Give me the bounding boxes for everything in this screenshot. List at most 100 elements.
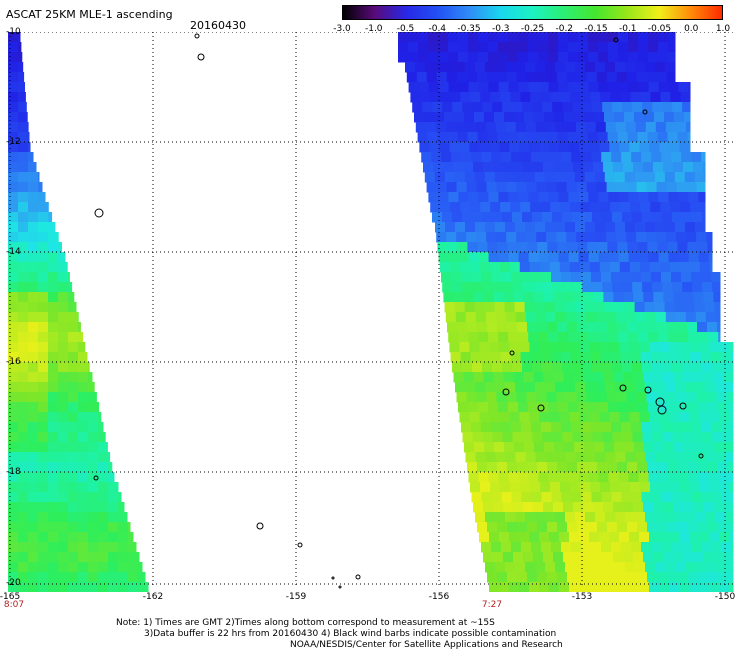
- swath-cell: [469, 412, 480, 423]
- swath-cell: [118, 552, 129, 563]
- swath-cell: [574, 172, 586, 183]
- swath-cell: [640, 352, 652, 363]
- swath-cell: [675, 222, 686, 233]
- swath-cell: [555, 62, 566, 73]
- swath-cell: [548, 472, 559, 483]
- swath-cell: [555, 452, 566, 463]
- swath-cell: [482, 432, 493, 443]
- swath-cell: [538, 32, 549, 43]
- swath-cell: [607, 522, 618, 533]
- swath-cell: [446, 72, 458, 83]
- swath-cell: [594, 172, 606, 183]
- swath-cell: [456, 182, 468, 193]
- swath-cell: [602, 432, 613, 443]
- swath-cell: [648, 82, 660, 93]
- swath-cell: [465, 122, 477, 133]
- swath-cell: [658, 472, 669, 483]
- swath-cell: [38, 352, 49, 363]
- swath-cell: [451, 272, 462, 283]
- swath-cell: [500, 92, 511, 103]
- swath-cell: [697, 322, 708, 333]
- swath-cell: [601, 492, 612, 503]
- swath-cell: [618, 32, 629, 43]
- swath-cell: [108, 582, 119, 592]
- swath-cell: [573, 292, 584, 303]
- swath-cell: [58, 552, 69, 563]
- swath-cell: [645, 122, 657, 133]
- swath-cell: [727, 462, 734, 473]
- swath-cell: [533, 372, 544, 383]
- swath-cell: [8, 192, 19, 203]
- swath-cell: [18, 472, 29, 483]
- swath-cell: [468, 42, 479, 53]
- swath-cell: [691, 492, 702, 503]
- swath-cell: [493, 372, 504, 383]
- swath-cell: [613, 162, 624, 173]
- swath-cell: [567, 522, 578, 533]
- swath-cell: [558, 472, 569, 483]
- swath-cell: [707, 462, 718, 473]
- swath-cell: [648, 252, 660, 263]
- swath-cell: [668, 192, 679, 203]
- swath-cell: [427, 132, 439, 143]
- swath-cell: [578, 42, 589, 53]
- swath-cell: [443, 292, 454, 303]
- swath-cell: [666, 392, 677, 403]
- swath-cell: [531, 542, 542, 553]
- swath-cell: [568, 252, 580, 263]
- swath-cell: [28, 322, 39, 333]
- swath-cell: [88, 542, 99, 553]
- swath-cell: [559, 412, 570, 423]
- swath-cell: [699, 532, 710, 543]
- swath-cell: [651, 492, 662, 503]
- swath-cell: [505, 382, 516, 393]
- swath-cell: [58, 502, 69, 513]
- swath-cell: [691, 272, 702, 283]
- swath-cell: [581, 422, 592, 433]
- swath-cell: [625, 452, 636, 463]
- swath-cell: [58, 292, 69, 303]
- swath-cell: [528, 192, 539, 203]
- swath-cell: [609, 532, 620, 543]
- swath-cell: [18, 462, 29, 473]
- swath-cell: [525, 122, 537, 133]
- swath-cell: [701, 152, 706, 163]
- swath-cell: [688, 252, 700, 263]
- swath-cell: [48, 352, 59, 363]
- swath-cell: [563, 162, 574, 173]
- swath-cell: [38, 362, 49, 373]
- swath-cell: [28, 262, 39, 273]
- swath-cell: [438, 32, 449, 43]
- swath-cell: [545, 562, 556, 573]
- swath-cell: [38, 532, 49, 543]
- swath-cell: [58, 572, 69, 583]
- swath-cell: [525, 312, 537, 323]
- swath-cell: [18, 572, 29, 583]
- swath-cell: [518, 332, 529, 343]
- swath-cell: [679, 342, 690, 353]
- swath-cell: [512, 212, 523, 223]
- swath-cell: [579, 262, 591, 273]
- swath-cell: [98, 512, 109, 523]
- swath-cell: [709, 582, 720, 592]
- swath-cell: [28, 182, 39, 193]
- swath-cell: [447, 132, 459, 143]
- swath-cell: [670, 92, 681, 103]
- swath-cell: [671, 492, 682, 503]
- swath-cell: [503, 502, 514, 513]
- swath-cell: [682, 102, 691, 113]
- swath-cell: [428, 32, 439, 43]
- swath-cell: [732, 362, 734, 373]
- swath-cell: [620, 482, 631, 493]
- swath-cell: [8, 92, 19, 103]
- swath-cell: [598, 52, 609, 63]
- swath-cell: [444, 172, 456, 183]
- swath-cell: [528, 52, 539, 63]
- swath-cell: [629, 412, 640, 423]
- swath-cell: [694, 442, 705, 453]
- swath-cell: [460, 352, 472, 363]
- swath-cell: [537, 522, 548, 533]
- swath-cell: [514, 112, 525, 123]
- swath-cell: [657, 522, 668, 533]
- swath-cell: [679, 532, 690, 543]
